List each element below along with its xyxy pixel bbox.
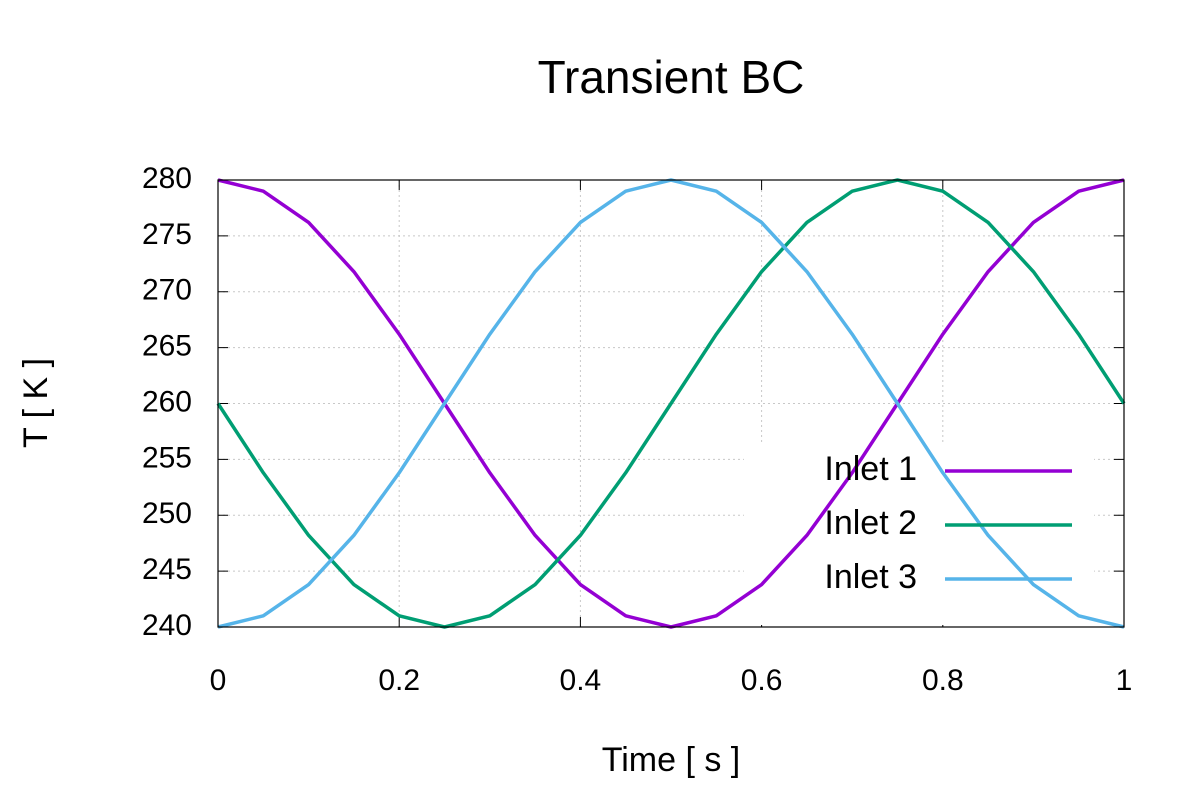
legend-label: Inlet 3: [824, 558, 917, 596]
y-tick-label: 265: [142, 330, 192, 363]
legend-background: [744, 443, 1094, 625]
x-tick-label: 0: [210, 664, 227, 697]
y-tick-label: 250: [142, 497, 192, 530]
x-tick-label: 0.6: [741, 664, 783, 697]
x-axis-label: Time [ s ]: [602, 741, 741, 779]
y-tick-label: 275: [142, 218, 192, 251]
x-tick-label: 0.8: [922, 664, 964, 697]
y-tick-label: 245: [142, 553, 192, 586]
y-tick-label: 280: [142, 162, 192, 195]
x-tick-label: 0.2: [378, 664, 420, 697]
y-tick-label: 255: [142, 441, 192, 474]
plot-border: [217, 179, 1125, 628]
x-tick-label: 1: [1116, 664, 1133, 697]
y-tick-label: 270: [142, 274, 192, 307]
y-tick-label: 260: [142, 385, 192, 418]
y-axis-label: T [ K ]: [17, 358, 55, 448]
chart-title: Transient BC: [538, 51, 805, 103]
y-tick-label: 240: [142, 609, 192, 642]
series-line: [216, 178, 1126, 629]
x-tick-label: 0.4: [560, 664, 602, 697]
legend-label: Inlet 1: [824, 450, 917, 488]
legend-label: Inlet 2: [824, 504, 917, 542]
